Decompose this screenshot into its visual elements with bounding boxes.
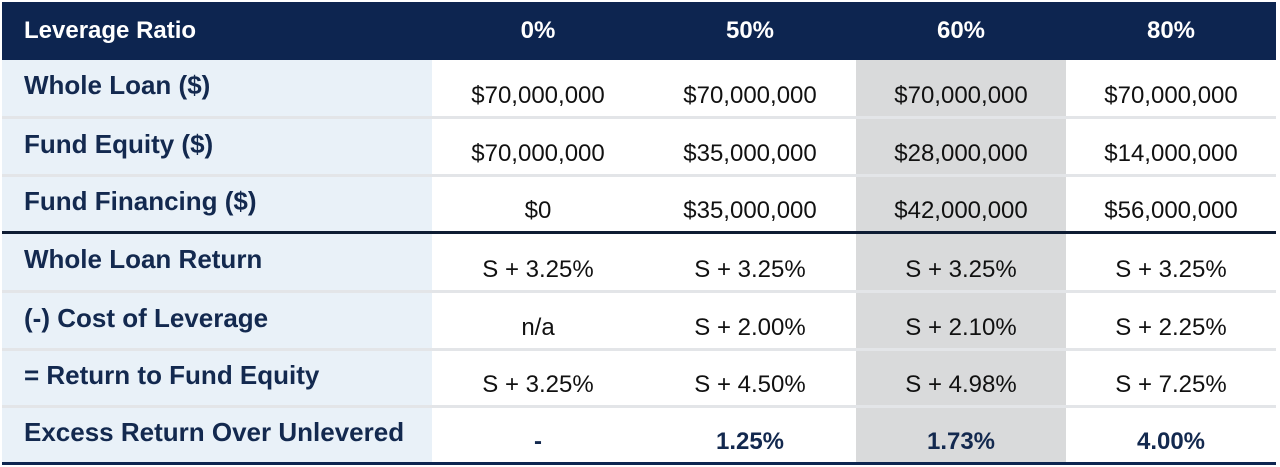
row-label: Excess Return Over Unlevered xyxy=(2,408,432,462)
row-label: Whole Loan Return xyxy=(2,234,432,290)
cell: S + 3.25% xyxy=(482,371,594,398)
cell: $70,000,000 xyxy=(471,140,605,167)
cell: 4.00% xyxy=(1136,428,1206,455)
cell: S + 2.00% xyxy=(694,314,806,341)
cell: $70,000,000 xyxy=(471,82,605,109)
cell-highlighted: S + 3.25% xyxy=(856,234,1066,290)
row-divider xyxy=(2,290,1276,293)
cell: S + 4.50% xyxy=(694,371,806,398)
cell: $35,000,000 xyxy=(683,140,817,167)
row-divider xyxy=(2,405,1276,408)
cell: n/a xyxy=(521,314,555,341)
cell-highlighted: $70,000,000 xyxy=(856,60,1066,116)
cell: $70,000,000 xyxy=(1104,82,1238,109)
cell: $14,000,000 xyxy=(1104,140,1238,167)
cell: $0 xyxy=(524,197,552,224)
cell: S + 3.25% xyxy=(694,256,806,283)
cell-highlighted: S + 4.98% xyxy=(856,351,1066,405)
cell-highlighted: $28,000,000 xyxy=(856,119,1066,174)
row-label: Fund Financing ($) xyxy=(2,177,432,231)
row-label: = Return to Fund Equity xyxy=(2,351,432,405)
table-bottom-border xyxy=(2,462,1276,465)
cell: S + 2.25% xyxy=(1115,314,1227,341)
cell: - xyxy=(534,428,542,455)
cell: $35,000,000 xyxy=(683,197,817,224)
row-divider xyxy=(2,174,1276,177)
row-divider xyxy=(2,116,1276,119)
cell-highlighted: $42,000,000 xyxy=(856,177,1066,231)
table-row: (-) Cost of Leverage n/a S + 2.00% S + 2… xyxy=(2,293,1276,348)
table-row: Whole Loan ($) $70,000,000 $70,000,000 $… xyxy=(2,60,1276,116)
row-label: Fund Equity ($) xyxy=(2,119,432,174)
header-col-0: 0% xyxy=(520,17,556,44)
table-row: Fund Financing ($) $0 $35,000,000 $42,00… xyxy=(2,177,1276,231)
cell: $56,000,000 xyxy=(1104,197,1238,224)
row-label: (-) Cost of Leverage xyxy=(2,293,432,348)
row-label: Whole Loan ($) xyxy=(2,60,432,116)
header-label: Leverage Ratio xyxy=(24,17,197,44)
cell-highlighted: 1.73% xyxy=(856,408,1066,462)
header-col-2: 60% xyxy=(936,17,986,44)
header-col-1: 50% xyxy=(725,17,775,44)
table-row: Whole Loan Return S + 3.25% S + 3.25% S … xyxy=(2,234,1276,290)
table-header: Leverage Ratio 0% 50% 60% 80% xyxy=(2,2,1276,60)
row-divider xyxy=(2,348,1276,351)
table-row: Excess Return Over Unlevered - 1.25% 1.7… xyxy=(2,408,1276,462)
table-row: Fund Equity ($) $70,000,000 $35,000,000 … xyxy=(2,119,1276,174)
cell: 1.25% xyxy=(715,428,785,455)
section-divider xyxy=(2,231,1276,234)
header-col-3: 80% xyxy=(1146,17,1196,44)
cell: S + 3.25% xyxy=(1115,256,1227,283)
cell: S + 3.25% xyxy=(482,256,594,283)
cell: $70,000,000 xyxy=(683,82,817,109)
table-row: = Return to Fund Equity S + 3.25% S + 4.… xyxy=(2,351,1276,405)
cell: S + 7.25% xyxy=(1115,371,1227,398)
cell-highlighted: S + 2.10% xyxy=(856,293,1066,348)
